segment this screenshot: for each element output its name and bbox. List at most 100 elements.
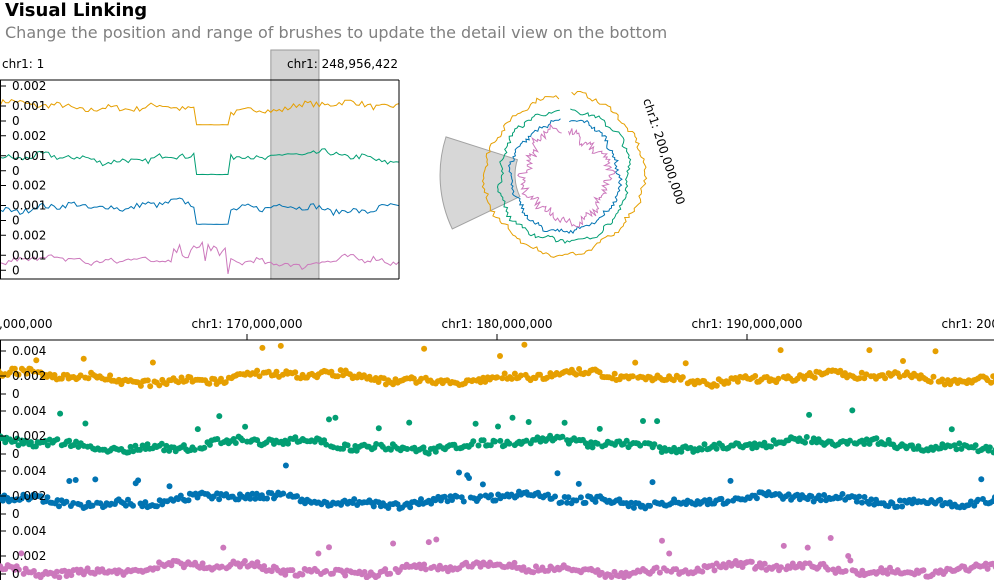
- detail-point: [941, 381, 948, 388]
- circular-brush[interactable]: [439, 136, 521, 230]
- detail-point: [939, 376, 946, 383]
- detail-point: [584, 443, 591, 450]
- detail-point: [344, 442, 351, 449]
- detail-x-tick-label: chr1: 190,000,000: [692, 317, 803, 331]
- detail-point: [670, 377, 677, 384]
- detail-point: [292, 434, 299, 441]
- overview-brush[interactable]: [270, 49, 320, 280]
- detail-point: [351, 496, 358, 503]
- detail-point: [122, 502, 129, 509]
- detail-point: [508, 375, 515, 382]
- detail-point: [775, 375, 782, 382]
- detail-point: [827, 535, 834, 541]
- detail-point: [972, 442, 979, 449]
- detail-point: [418, 496, 424, 503]
- detail-y-tick-label: 0.002: [12, 429, 46, 443]
- detail-point: [846, 437, 853, 444]
- detail-point: [315, 550, 322, 557]
- circular-series-ring: [507, 118, 623, 234]
- detail-point: [38, 493, 45, 500]
- detail-point: [373, 441, 380, 447]
- detail-point: [220, 544, 227, 551]
- detail-point: [56, 503, 62, 510]
- detail-point: [588, 439, 594, 446]
- overview-y-ticks: 0.0020.00100.0020.00100.0020.00100.0020.…: [0, 79, 46, 277]
- detail-point: [441, 493, 448, 500]
- detail-point: [861, 441, 868, 447]
- detail-point: [853, 498, 860, 505]
- detail-point: [77, 566, 84, 573]
- detail-point: [127, 443, 134, 450]
- overview-y-tick-label: 0.002: [12, 179, 46, 193]
- detail-point: [592, 498, 599, 505]
- detail-point: [125, 496, 131, 503]
- detail-point: [232, 440, 239, 446]
- detail-point: [218, 375, 224, 382]
- detail-point: [837, 367, 844, 374]
- detail-point: [63, 498, 70, 505]
- detail-point: [394, 501, 401, 508]
- overview-circular-chart[interactable]: chr1: 200,000,000: [439, 91, 688, 258]
- detail-point: [628, 499, 635, 506]
- page-title: Visual Linking: [5, 0, 148, 21]
- detail-point: [280, 490, 287, 497]
- detail-point: [863, 371, 870, 378]
- detail-point: [92, 476, 99, 483]
- detail-point: [425, 450, 432, 457]
- detail-point: [618, 570, 625, 576]
- detail-point: [806, 411, 813, 418]
- detail-view-chart[interactable]: chr1: 160,000,000 chr1: 170,000,000 chr1: …: [0, 317, 994, 580]
- detail-point: [499, 375, 506, 382]
- detail-point: [986, 444, 993, 451]
- detail-point: [349, 447, 356, 454]
- detail-point: [511, 370, 518, 377]
- detail-point: [509, 414, 516, 421]
- detail-point: [282, 571, 289, 578]
- detail-point: [144, 441, 151, 448]
- detail-point: [630, 504, 637, 511]
- detail-point: [472, 420, 479, 427]
- detail-point: [802, 560, 809, 567]
- detail-y-tick-label: 0.002: [12, 369, 46, 383]
- detail-point: [882, 441, 889, 448]
- detail-point: [33, 357, 40, 364]
- detail-series-points: [0, 407, 994, 457]
- circular-series-ring: [496, 108, 632, 244]
- detail-point: [252, 495, 259, 502]
- detail-point: [803, 434, 810, 440]
- detail-point: [701, 441, 708, 448]
- detail-point: [900, 358, 906, 364]
- detail-point: [66, 478, 73, 484]
- detail-point: [72, 477, 79, 483]
- overview-y-tick-label: 0.002: [12, 228, 46, 242]
- detail-x-ticks: chr1: 160,000,000 chr1: 170,000,000 chr1: …: [0, 317, 994, 340]
- detail-point: [370, 503, 377, 510]
- detail-point: [323, 568, 330, 574]
- detail-point: [956, 440, 963, 447]
- detail-point: [621, 574, 627, 580]
- detail-point: [470, 438, 477, 445]
- detail-point: [475, 442, 482, 449]
- overview-linear-chart[interactable]: chr1: 1 chr1: 248,956,422 0.0020.00100.0…: [0, 49, 400, 280]
- detail-point: [487, 442, 494, 449]
- detail-point: [477, 563, 484, 570]
- detail-point: [177, 492, 184, 499]
- detail-point: [554, 470, 561, 477]
- detail-point: [839, 491, 846, 497]
- circular-brush-label: chr1: 200,000,000: [640, 97, 688, 207]
- detail-point: [718, 495, 725, 502]
- detail-point: [866, 347, 873, 354]
- detail-point: [185, 497, 192, 504]
- detail-point: [323, 441, 330, 448]
- detail-point: [989, 560, 994, 567]
- detail-point: [984, 565, 991, 572]
- detail-point: [277, 342, 284, 349]
- detail-point: [521, 341, 528, 348]
- detail-point: [520, 564, 527, 571]
- detail-point: [264, 495, 270, 502]
- detail-point: [868, 496, 875, 503]
- detail-point: [337, 367, 344, 374]
- detail-point: [511, 559, 518, 566]
- detail-point: [175, 379, 182, 386]
